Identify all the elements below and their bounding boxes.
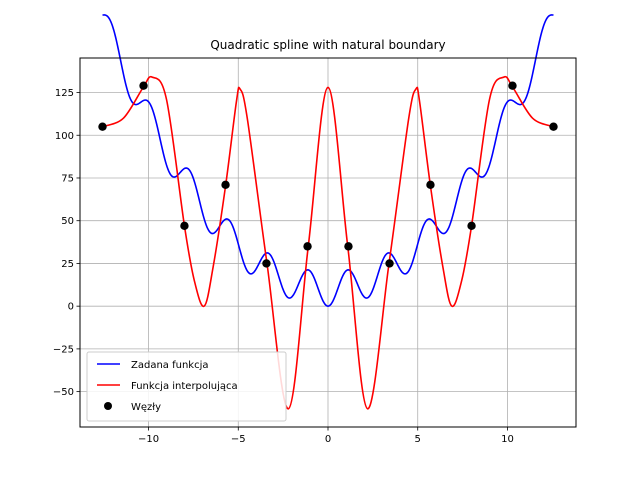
y-tick-label: −50 [53, 387, 74, 398]
node-point [344, 242, 353, 251]
plot-area [102, 14, 554, 410]
y-tick-label: 0 [68, 302, 74, 313]
legend-label-interpolujaca: Funkcja interpolująca [131, 381, 238, 392]
legend-marker-wezly [104, 402, 112, 410]
chart-title: Quadratic spline with natural boundary [210, 38, 445, 52]
node-point [180, 221, 189, 231]
node-markers [98, 81, 558, 268]
node-point [98, 122, 107, 131]
y-tick-label: −25 [53, 344, 74, 355]
x-tick-label: 5 [415, 434, 421, 445]
y-tick-label: 75 [61, 173, 74, 184]
x-tick-label: 10 [501, 434, 514, 445]
y-tick-label: 100 [55, 131, 74, 142]
node-point [467, 221, 476, 231]
x-tick-label: 0 [325, 434, 331, 445]
node-point [139, 81, 148, 90]
node-point [262, 259, 271, 268]
series-funkcja-interpolujaca [102, 75, 554, 410]
legend: Zadana funkcja Funkcja interpolująca Węz… [86, 351, 287, 422]
node-point [221, 180, 230, 190]
legend-label-zadana: Zadana funkcja [131, 360, 209, 371]
node-point [508, 81, 517, 90]
x-tick-label: −10 [138, 434, 159, 445]
node-point [385, 259, 394, 268]
y-tick-label: 125 [55, 88, 74, 99]
node-point [549, 122, 558, 131]
legend-box [86, 351, 287, 422]
y-tick-label: 50 [61, 216, 74, 227]
legend-label-wezly: Węzły [131, 402, 161, 413]
node-point [303, 242, 312, 251]
y-tick-label: 25 [61, 259, 74, 270]
x-tick-label: −5 [231, 434, 246, 445]
node-point [426, 180, 435, 190]
